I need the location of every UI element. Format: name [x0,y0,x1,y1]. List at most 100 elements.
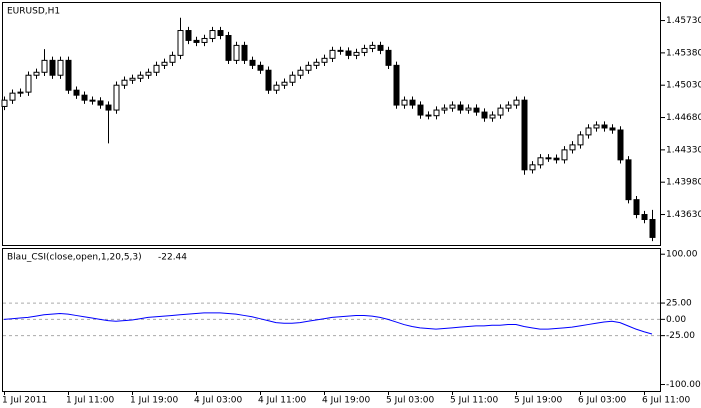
candle-body [185,30,192,41]
y-tick-label: 1.43630 [666,210,701,220]
candle-body [233,44,240,61]
candle-body [425,114,432,117]
x-tick-label: 6 Jul 11:00 [642,396,691,406]
candle-body [569,144,576,151]
candle-body [521,99,528,171]
candle-body [161,61,168,66]
candle-body [649,219,656,238]
candle-body [409,99,416,106]
indicator-panel [2,248,661,392]
candle-body [105,104,112,111]
candle-body [97,100,104,106]
candle-body [9,92,16,101]
y-tick-label: 25.00 [666,299,692,309]
candle-body [505,104,512,109]
candle-body [65,59,72,91]
candle-body [217,30,224,37]
x-tick-label: 1 Jul 11:00 [66,396,115,406]
x-tick-label: 1 Jul 2011 [2,396,47,406]
candle-body [361,47,368,53]
candle-body [209,30,216,39]
candle-body [625,159,632,201]
x-tick-label: 5 Jul 03:00 [386,396,435,406]
candle-body [497,107,504,116]
candle-body [241,44,248,61]
y-tick-label: 1.45380 [666,48,701,58]
candle-body [321,57,328,63]
x-tick-label: 4 Jul 19:00 [322,396,371,406]
y-tick-label: 1.45030 [666,81,701,91]
candle-body [33,71,40,76]
x-tick-label: 1 Jul 19:00 [130,396,179,406]
candle-body [265,69,272,91]
candle-body [345,50,352,56]
indicator-value: -22.44 [158,253,187,263]
x-tick-label: 5 Jul 19:00 [514,396,563,406]
y-tick-label: -100.00 [666,380,701,390]
y-tick-label: 100.00 [666,250,698,260]
candle-body [417,104,424,116]
candle-body [449,104,456,109]
candle-body [313,61,320,66]
indicator-line [3,312,653,335]
candle-body [377,44,384,51]
candle-body [473,107,480,113]
candle-body [57,59,64,76]
candle-body [465,107,472,111]
x-tick-label: 4 Jul 11:00 [258,396,307,406]
y-tick-label: 1.45730 [666,16,701,26]
candle-body [393,64,400,106]
candle-body [41,59,48,73]
candle-body [329,49,336,59]
candle-body [281,81,288,86]
candle-body [137,74,144,79]
main-panel [2,2,661,246]
candle-body [585,127,592,136]
candle-body [17,91,24,94]
candle-body [129,77,136,81]
candle-body [89,99,96,102]
candle-body [617,129,624,161]
candle-body [225,35,232,61]
candle-body [113,84,120,111]
x-tick-label: 4 Jul 03:00 [194,396,243,406]
candle-body [601,124,608,129]
candle-body [289,74,296,83]
candle-body [337,49,344,52]
chart-title: EURUSD,H1 [7,7,60,17]
candle-body [297,69,304,76]
x-tick-label: 6 Jul 03:00 [578,396,627,406]
candle-body [25,74,32,93]
candle-body [81,94,88,101]
candle-body [401,99,408,106]
candle-body [145,71,152,76]
candle-body [201,37,208,43]
candle-body [369,44,376,49]
candle-body [433,109,440,117]
candle-body [577,134,584,146]
y-tick-label: -25.00 [666,331,695,341]
candle-body [537,157,544,166]
y-tick-label: 0.00 [666,315,686,325]
candle-body [609,127,616,131]
candle-body [153,64,160,73]
x-tick-label: 5 Jul 11:00 [450,396,499,406]
candle-body [385,49,392,66]
candle-body [545,157,552,160]
y-tick-label: 1.44330 [666,145,701,155]
candle-body [121,79,128,86]
candle-body [529,164,536,171]
candle-body [1,99,8,107]
candle-body [49,59,56,76]
candle-body [193,39,200,43]
indicator-title: Blau_CSI(close,open,1,20,5,3) [7,253,142,263]
candle-body [73,89,80,96]
candle-body [305,64,312,71]
candle-body [633,199,640,216]
candle-body [177,30,184,56]
y-tick-label: 1.43980 [666,178,701,188]
candle-body [553,157,560,161]
candle-body [561,149,568,161]
